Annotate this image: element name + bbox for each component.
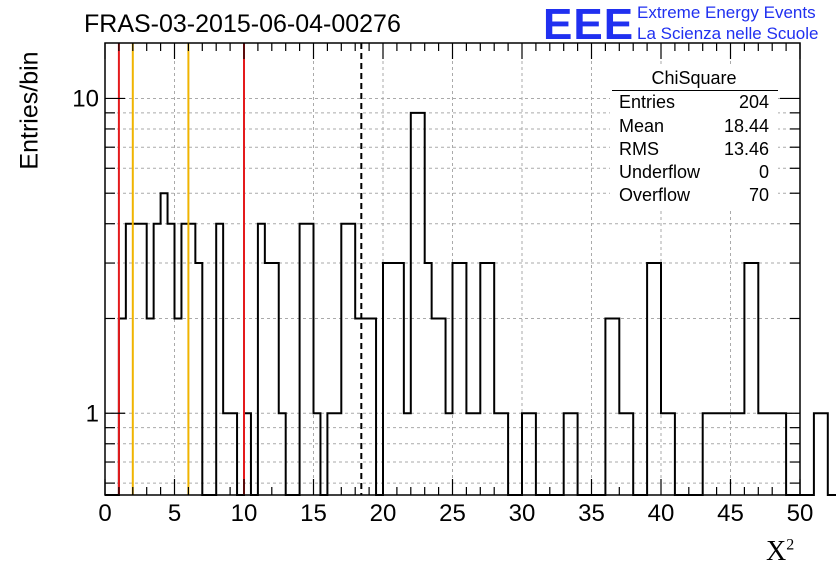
logo-caption-1: Extreme Energy Events — [637, 3, 816, 22]
x-tick-label: 30 — [509, 500, 536, 527]
stats-key: Entries — [619, 92, 676, 112]
x-tick-label: 10 — [231, 500, 258, 527]
stats-row: RMS 13.46 — [619, 139, 769, 161]
x-tick-label: 25 — [439, 500, 466, 527]
stats-value: 0 — [758, 162, 769, 182]
stats-key: Underflow — [619, 162, 701, 182]
x-tick-label: 35 — [578, 500, 605, 527]
stats-row: Overflow 70 — [619, 185, 769, 207]
stats-row: Underflow 0 — [619, 162, 769, 184]
stats-value: 204 — [738, 92, 769, 112]
x-axis-label: X2 — [766, 536, 795, 567]
stats-box: ChiSquare Entries 204 Mean 18.44 RMS 13.… — [610, 66, 778, 210]
stats-value: 13.46 — [723, 139, 769, 159]
y-axis-label: Entries/bin — [15, 51, 44, 170]
reference-lines-layer — [117, 43, 363, 495]
logo-caption-2: La Scienza nelle Scuole — [637, 24, 819, 43]
x-tick-label: 40 — [648, 500, 675, 527]
chart-title: FRAS-03-2015-06-04-00276 — [84, 10, 401, 38]
stats-value: 18.44 — [723, 116, 769, 136]
stats-row: Mean 18.44 — [619, 116, 769, 138]
histogram-outline — [105, 111, 836, 496]
eee-logo: EEE — [543, 0, 635, 49]
y-tick-label: 1 — [86, 400, 99, 427]
x-tick-label: 20 — [370, 500, 397, 527]
x-tick-label: 15 — [300, 500, 327, 527]
stats-title: ChiSquare — [651, 68, 737, 88]
axes-layer: 0 5 10 15 20 25 30 35 40 45 50 1 10 — [72, 42, 814, 527]
x-tick-label: 5 — [168, 500, 181, 527]
stats-row: Entries 204 — [619, 92, 769, 114]
y-tick-label: 10 — [72, 85, 99, 112]
x-tick-label: 45 — [717, 500, 744, 527]
x-tick-label: 50 — [787, 500, 814, 527]
x-tick-label: 0 — [98, 500, 111, 527]
stats-key: RMS — [619, 139, 659, 159]
histogram-layer — [105, 111, 836, 496]
stats-divider — [612, 90, 778, 91]
stats-key: Mean — [619, 116, 665, 136]
stats-key: Overflow — [619, 185, 691, 205]
stats-value: 70 — [748, 185, 769, 205]
